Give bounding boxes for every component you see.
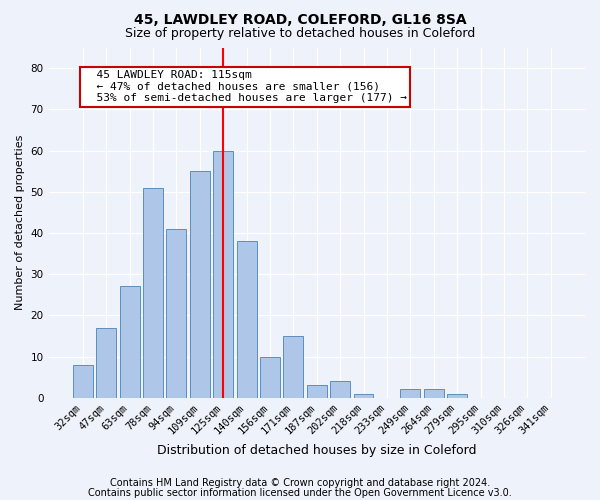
Text: Contains HM Land Registry data © Crown copyright and database right 2024.: Contains HM Land Registry data © Crown c… — [110, 478, 490, 488]
Bar — [97, 328, 116, 398]
Bar — [307, 386, 327, 398]
Text: Size of property relative to detached houses in Coleford: Size of property relative to detached ho… — [125, 28, 475, 40]
Text: Contains public sector information licensed under the Open Government Licence v3: Contains public sector information licen… — [88, 488, 512, 498]
Bar — [190, 171, 210, 398]
Bar — [143, 188, 163, 398]
Bar — [166, 229, 187, 398]
Y-axis label: Number of detached properties: Number of detached properties — [15, 135, 25, 310]
Bar — [330, 381, 350, 398]
Bar — [447, 394, 467, 398]
X-axis label: Distribution of detached houses by size in Coleford: Distribution of detached houses by size … — [157, 444, 476, 458]
Bar — [400, 390, 420, 398]
Bar — [120, 286, 140, 398]
Bar — [260, 356, 280, 398]
Bar — [424, 390, 443, 398]
Bar — [353, 394, 373, 398]
Text: 45, LAWDLEY ROAD, COLEFORD, GL16 8SA: 45, LAWDLEY ROAD, COLEFORD, GL16 8SA — [134, 12, 466, 26]
Bar — [73, 365, 93, 398]
Text: 45 LAWDLEY ROAD: 115sqm
  ← 47% of detached houses are smaller (156)
  53% of se: 45 LAWDLEY ROAD: 115sqm ← 47% of detache… — [83, 70, 407, 103]
Bar — [213, 150, 233, 398]
Bar — [236, 241, 257, 398]
Bar — [283, 336, 304, 398]
